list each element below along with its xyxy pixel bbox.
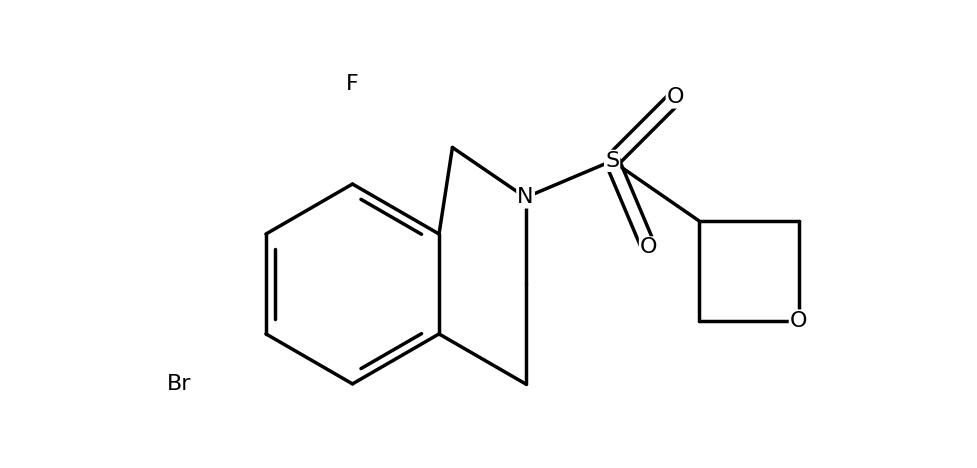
Text: N: N: [517, 187, 533, 207]
Text: O: O: [666, 88, 684, 108]
Text: Br: Br: [167, 374, 191, 394]
Text: S: S: [605, 151, 618, 171]
Text: F: F: [346, 74, 359, 94]
Text: O: O: [789, 311, 806, 330]
Text: O: O: [639, 237, 657, 257]
